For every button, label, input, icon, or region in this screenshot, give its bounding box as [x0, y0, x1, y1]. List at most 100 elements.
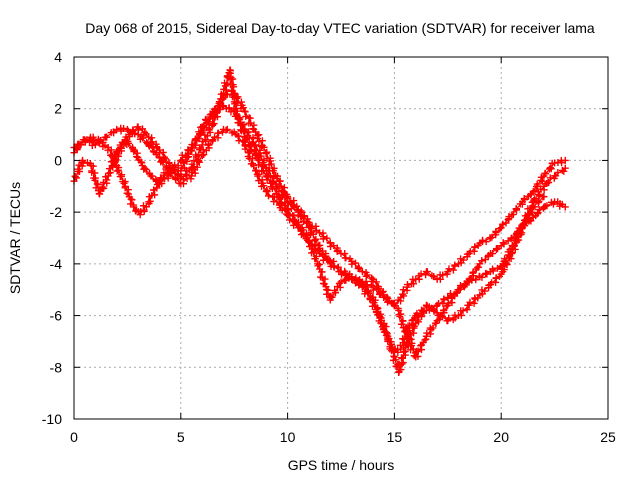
marker	[114, 166, 122, 174]
marker	[250, 146, 258, 154]
marker	[123, 189, 131, 197]
marker	[134, 126, 142, 134]
marker	[367, 281, 375, 289]
marker	[432, 319, 440, 327]
marker	[463, 306, 471, 314]
marker	[403, 286, 411, 294]
marker	[266, 157, 274, 165]
marker	[368, 274, 376, 282]
marker	[126, 133, 134, 141]
marker	[394, 304, 402, 312]
marker	[419, 307, 427, 315]
marker	[105, 169, 113, 177]
marker	[298, 224, 306, 232]
marker	[323, 255, 331, 263]
marker	[190, 157, 198, 165]
marker	[438, 313, 446, 321]
marker	[352, 259, 360, 267]
marker	[407, 335, 415, 343]
marker	[488, 233, 496, 241]
marker	[453, 288, 461, 296]
marker	[228, 87, 236, 95]
marker	[270, 198, 278, 206]
marker	[548, 159, 556, 167]
marker	[250, 125, 258, 133]
marker	[185, 166, 193, 174]
marker	[518, 229, 526, 237]
marker	[399, 317, 407, 325]
marker	[414, 347, 422, 355]
marker	[478, 273, 486, 281]
marker	[418, 313, 426, 321]
marker	[286, 198, 294, 206]
marker	[255, 177, 263, 185]
marker	[453, 289, 461, 297]
marker	[241, 145, 249, 153]
marker	[141, 164, 149, 172]
marker	[531, 187, 539, 195]
marker	[205, 118, 213, 126]
marker	[165, 159, 173, 167]
x-tick-label: 0	[70, 429, 78, 445]
marker	[372, 308, 380, 316]
marker	[549, 200, 557, 208]
marker	[116, 173, 124, 181]
marker	[290, 212, 298, 220]
marker	[223, 79, 231, 87]
marker	[247, 147, 255, 155]
y-tick-label: -4	[50, 256, 63, 272]
marker	[500, 266, 508, 274]
marker	[199, 123, 207, 131]
marker	[170, 166, 178, 174]
marker	[382, 323, 390, 331]
marker	[378, 288, 386, 296]
marker	[423, 268, 431, 276]
marker	[379, 287, 387, 295]
marker	[276, 195, 284, 203]
marker	[489, 250, 497, 258]
marker	[404, 342, 412, 350]
marker	[198, 152, 206, 160]
marker	[174, 171, 182, 179]
marker	[327, 242, 335, 250]
marker	[162, 155, 170, 163]
marker	[311, 255, 319, 263]
marker	[238, 127, 246, 135]
marker	[372, 278, 380, 286]
marker	[256, 149, 264, 157]
marker	[185, 147, 193, 155]
series-line	[111, 69, 545, 375]
marker	[249, 125, 257, 133]
marker	[494, 245, 502, 253]
marker	[335, 279, 343, 287]
marker	[187, 175, 195, 183]
marker	[392, 356, 400, 364]
marker	[281, 205, 289, 213]
marker	[546, 164, 554, 172]
marker	[81, 138, 89, 146]
marker	[91, 176, 99, 184]
marker	[303, 234, 311, 242]
marker	[362, 272, 370, 280]
marker	[195, 151, 203, 159]
marker	[316, 241, 324, 249]
marker	[390, 302, 398, 310]
marker	[281, 199, 289, 206]
marker	[242, 136, 250, 144]
marker	[234, 132, 242, 140]
marker	[120, 124, 128, 132]
marker	[153, 144, 161, 152]
marker	[269, 167, 277, 175]
marker	[524, 211, 532, 219]
x-tick-label: 10	[280, 429, 296, 445]
marker	[474, 241, 482, 249]
marker	[263, 176, 271, 184]
marker	[355, 264, 363, 272]
marker	[238, 121, 246, 129]
x-axis-label: GPS time / hours	[288, 457, 395, 473]
marker	[214, 129, 222, 137]
data-layer	[70, 66, 569, 376]
marker	[533, 180, 541, 188]
marker	[139, 134, 147, 142]
series-track-b	[70, 124, 569, 309]
